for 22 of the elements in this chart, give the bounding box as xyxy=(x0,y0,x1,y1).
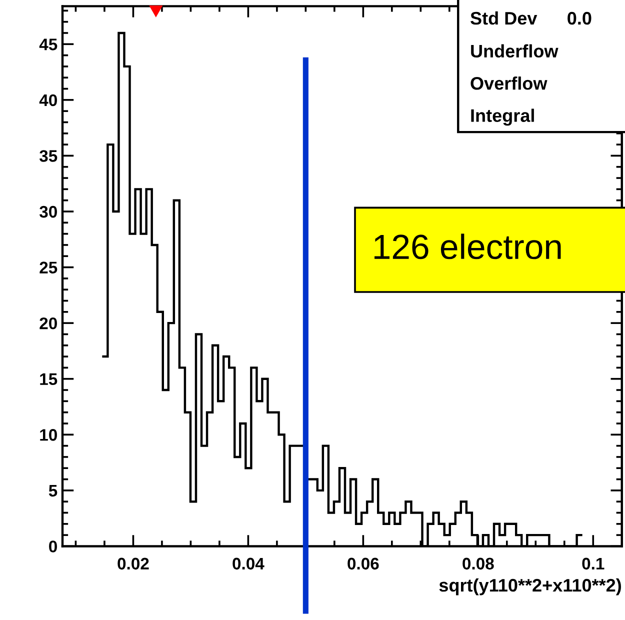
x-tick-label: 0.08 xyxy=(462,558,494,570)
y-tick-label: 30 xyxy=(39,206,57,218)
y-tick-label: 20 xyxy=(40,317,57,330)
annotation: Overflow xyxy=(470,76,548,90)
x-tick-label: 0.04 xyxy=(232,558,264,570)
x-tick-label: 0.06 xyxy=(348,558,379,570)
y-tick-label: 45 xyxy=(39,38,58,50)
y-tick-label: 5 xyxy=(48,485,58,497)
y-tick-label: 35 xyxy=(39,150,58,162)
y-tick-label: 0 xyxy=(49,540,57,552)
x-tick-label: 0.02 xyxy=(118,558,149,570)
y-tick-label: 15 xyxy=(40,373,58,386)
y-tick-label: 25 xyxy=(40,262,58,274)
annotation: Std Dev xyxy=(470,11,538,25)
x-axis-title: sqrt(y110**2+x110**2) xyxy=(439,578,621,596)
y-tick-label: 40 xyxy=(39,94,57,106)
annotation: 0.0 xyxy=(568,12,592,25)
annotation: Underflow xyxy=(471,44,558,58)
x-tick-label: 0.1 xyxy=(582,558,604,570)
annotation: Integral xyxy=(471,108,534,126)
annotation: 126 electron xyxy=(374,234,561,260)
y-tick-label: 10 xyxy=(40,429,57,441)
